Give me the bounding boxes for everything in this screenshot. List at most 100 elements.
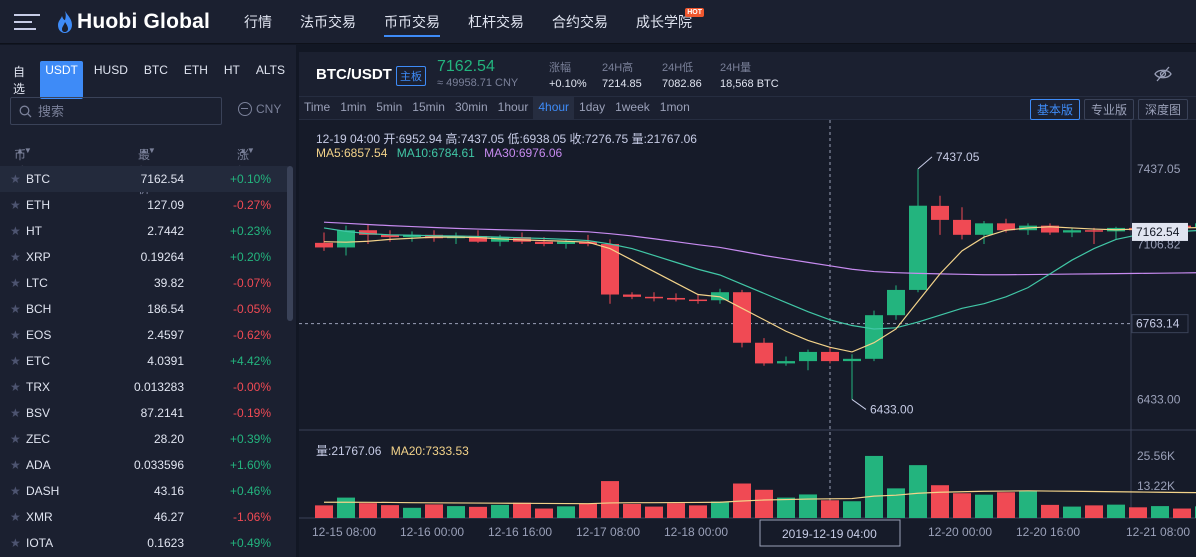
crosshair-time-tag bbox=[759, 519, 901, 547]
interval-tab[interactable]: 4hour bbox=[533, 97, 575, 119]
candle-body bbox=[975, 223, 993, 235]
interval-tab[interactable]: 1mon bbox=[659, 100, 690, 114]
market-tab-4[interactable]: ETH bbox=[183, 63, 208, 77]
crosshair-price-label: 6763.14 bbox=[1136, 317, 1180, 331]
chart-toolbar: Time 1min 5min 15min 30min 1hour 4hour 1day 1wee… bbox=[299, 96, 1196, 120]
candle-body bbox=[645, 296, 663, 299]
nav-item-4[interactable]: 合约交易 bbox=[538, 0, 622, 44]
coin-row[interactable]: ★ XMR 46.27 -1.06% bbox=[0, 504, 288, 530]
market-tab-1[interactable]: USDT bbox=[40, 61, 83, 99]
interval-tab[interactable]: 1week bbox=[615, 100, 650, 114]
coin-row[interactable]: ★ BCH 186.54 -0.05% bbox=[0, 296, 288, 322]
candle-body bbox=[821, 351, 839, 362]
nav-item-5[interactable]: 成长学院 HOT bbox=[622, 0, 706, 44]
candlestick-chart[interactable]: 7437.05 7106.82 6763.14 6433.00 25.56K 13.22K… bbox=[299, 120, 1196, 557]
star-icon[interactable]: ★ bbox=[10, 406, 21, 420]
high-value: 7214.85 bbox=[602, 78, 642, 90]
candle-body bbox=[403, 234, 421, 238]
coin-row[interactable]: ★ XRP 0.19264 +0.20% bbox=[0, 244, 288, 270]
star-icon[interactable]: ★ bbox=[10, 302, 21, 316]
view-button[interactable]: 专业版 bbox=[1083, 99, 1134, 120]
interval-tab[interactable]: 1day bbox=[579, 100, 606, 114]
low-label: 24H低 bbox=[662, 62, 694, 74]
star-icon[interactable]: ★ bbox=[10, 510, 21, 524]
coin-price: 127.09 bbox=[147, 198, 184, 212]
coin-row[interactable]: ★ LTC 39.82 -0.07% bbox=[0, 270, 288, 296]
currency-toggle[interactable]: CNY bbox=[238, 102, 281, 116]
interval-tab[interactable]: 1min bbox=[340, 100, 367, 114]
star-icon[interactable]: ★ bbox=[10, 276, 21, 290]
view-button[interactable]: 基本版 bbox=[1029, 99, 1080, 120]
market-tab-3[interactable]: BTC bbox=[143, 63, 168, 77]
coin-price: 7162.54 bbox=[140, 172, 184, 186]
star-icon[interactable]: ★ bbox=[10, 224, 21, 238]
interval-tab[interactable]: 1hour bbox=[497, 100, 529, 114]
ma10-line bbox=[323, 227, 1196, 330]
interval-tab[interactable]: 15min bbox=[412, 100, 445, 114]
coin-list-scrollbar[interactable] bbox=[287, 166, 293, 321]
nav-item-1[interactable]: 法币交易 bbox=[286, 0, 370, 44]
chart-panel: BTC/USDT 主板 7162.54 ≈ 49958.71 CNY 涨幅 +0… bbox=[299, 52, 1196, 557]
volume-bar bbox=[513, 502, 531, 518]
star-icon[interactable]: ★ bbox=[10, 250, 21, 264]
eye-off-icon[interactable] bbox=[1154, 65, 1172, 83]
candle-body bbox=[557, 241, 575, 244]
candle-body bbox=[315, 242, 333, 248]
ma5-label: MA5:6857.54 bbox=[316, 146, 388, 160]
volume-bar bbox=[425, 504, 443, 518]
market-tab-0[interactable]: 自选 bbox=[13, 65, 26, 96]
star-icon[interactable]: ★ bbox=[10, 354, 21, 368]
star-icon[interactable]: ★ bbox=[10, 458, 21, 472]
nav-item-0[interactable]: 行情 bbox=[230, 0, 286, 44]
nav-item-2[interactable]: 币币交易 bbox=[370, 0, 454, 44]
menu-icon[interactable] bbox=[14, 14, 40, 30]
market-tab-5[interactable]: HT bbox=[223, 63, 240, 77]
nav-item-3[interactable]: 杠杆交易 bbox=[454, 0, 538, 44]
price-tick-label: 7437.05 bbox=[1137, 162, 1181, 176]
interval-tab[interactable]: 30min bbox=[454, 100, 488, 114]
coin-row[interactable]: ★ HT 2.7442 +0.23% bbox=[0, 218, 288, 244]
huobi-logo[interactable]: Huobi Global bbox=[56, 9, 210, 35]
sort-icon: ▲▼ bbox=[239, 146, 255, 155]
search-box[interactable] bbox=[10, 97, 222, 125]
volume-bar bbox=[337, 497, 355, 518]
coin-row[interactable]: ★ ETH 127.09 -0.27% bbox=[0, 192, 288, 218]
market-tab-6[interactable]: ALTS bbox=[255, 63, 285, 77]
star-icon[interactable]: ★ bbox=[10, 536, 21, 550]
candle-body bbox=[1063, 230, 1081, 233]
star-icon[interactable]: ★ bbox=[10, 198, 21, 212]
star-icon[interactable]: ★ bbox=[10, 172, 21, 186]
star-icon[interactable]: ★ bbox=[10, 484, 21, 498]
coin-row[interactable]: ★ EOS 2.4597 -0.62% bbox=[0, 322, 288, 348]
star-icon[interactable]: ★ bbox=[10, 328, 21, 342]
volume-bar bbox=[997, 492, 1015, 518]
coin-row[interactable]: ★ BSV 87.2141 -0.19% bbox=[0, 400, 288, 426]
coin-row[interactable]: ★ ETC 4.0391 +4.42% bbox=[0, 348, 288, 374]
toggle-icon bbox=[238, 102, 252, 116]
current-price-label: 7162.54 bbox=[1136, 225, 1180, 239]
volume-bar bbox=[1151, 506, 1169, 518]
search-input[interactable] bbox=[38, 103, 218, 119]
ma30-label: MA30:6976.06 bbox=[484, 146, 563, 160]
volume-bar bbox=[909, 465, 927, 518]
star-icon[interactable]: ★ bbox=[10, 432, 21, 446]
coin-row[interactable]: ★ DASH 43.16 +0.46% bbox=[0, 478, 288, 504]
interval-tab[interactable]: Time bbox=[304, 100, 331, 114]
volume-bar bbox=[953, 493, 971, 518]
volume-bar bbox=[535, 508, 553, 518]
coin-row[interactable]: ★ IOTA 0.1623 +0.49% bbox=[0, 530, 288, 556]
coin-row[interactable]: ★ ADA 0.033596 +1.60% bbox=[0, 452, 288, 478]
sort-icon: ▲▼ bbox=[16, 146, 32, 155]
volume-bar bbox=[491, 504, 509, 518]
volume-bar bbox=[843, 501, 861, 518]
view-button[interactable]: 深度图 bbox=[1137, 99, 1188, 120]
star-icon[interactable]: ★ bbox=[10, 380, 21, 394]
coin-row[interactable]: ★ ZEC 28.20 +0.39% bbox=[0, 426, 288, 452]
volume-bar bbox=[711, 501, 729, 518]
coin-row[interactable]: ★ TRX 0.013283 -0.00% bbox=[0, 374, 288, 400]
coin-price: 87.2141 bbox=[140, 406, 184, 420]
coin-row[interactable]: ★ BTC 7162.54 +0.10% bbox=[0, 166, 288, 192]
interval-tab[interactable]: 5min bbox=[376, 100, 403, 114]
market-tab-2[interactable]: HUSD bbox=[93, 63, 128, 77]
candle-body bbox=[601, 244, 619, 295]
